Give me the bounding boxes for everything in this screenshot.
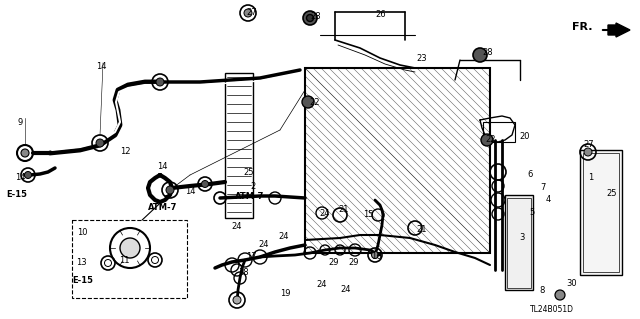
Text: 14: 14	[157, 162, 168, 171]
Text: ATM-7: ATM-7	[148, 203, 177, 212]
Text: 12: 12	[120, 147, 131, 156]
Text: 5: 5	[529, 208, 534, 217]
Bar	[583, 153, 619, 272]
Circle shape	[555, 290, 565, 300]
Text: 27: 27	[583, 140, 594, 149]
Text: E-15: E-15	[6, 190, 27, 199]
Text: 23: 23	[416, 54, 427, 63]
Text: 14: 14	[185, 187, 195, 196]
FancyArrow shape	[608, 23, 630, 37]
Text: 9: 9	[18, 118, 23, 127]
Text: 24: 24	[316, 280, 326, 289]
Text: 24: 24	[319, 209, 330, 218]
Text: 27: 27	[246, 8, 257, 17]
Text: 14: 14	[15, 173, 26, 182]
Text: 21: 21	[416, 225, 426, 234]
Bar	[483, 122, 515, 142]
Text: 13: 13	[76, 258, 86, 267]
Text: 11: 11	[119, 256, 129, 265]
Circle shape	[21, 149, 29, 157]
Text: 14: 14	[96, 62, 106, 71]
Bar	[72, 220, 187, 298]
Text: 2: 2	[250, 182, 255, 191]
Text: 19: 19	[280, 289, 291, 298]
Text: ATM-7: ATM-7	[235, 192, 264, 201]
Text: 10: 10	[77, 228, 88, 237]
Text: 25: 25	[243, 168, 253, 177]
Text: 24: 24	[258, 240, 269, 249]
Circle shape	[156, 78, 164, 86]
Text: 22: 22	[485, 135, 495, 144]
Circle shape	[96, 139, 104, 147]
Bar	[580, 150, 622, 275]
Text: 30: 30	[566, 279, 577, 288]
Text: TL24B051D: TL24B051D	[530, 305, 574, 314]
Circle shape	[584, 148, 592, 156]
Text: 29: 29	[348, 258, 358, 267]
Text: 21: 21	[338, 205, 349, 214]
Text: 18: 18	[238, 268, 248, 277]
Circle shape	[244, 9, 252, 17]
Circle shape	[303, 11, 317, 25]
Text: 24: 24	[231, 222, 241, 231]
Circle shape	[24, 172, 31, 179]
Text: 29: 29	[328, 258, 339, 267]
Circle shape	[202, 181, 209, 188]
Circle shape	[120, 238, 140, 258]
Circle shape	[302, 96, 314, 108]
Text: 26: 26	[375, 10, 386, 19]
Circle shape	[473, 48, 487, 62]
Bar	[305, 68, 490, 253]
Text: 7: 7	[540, 183, 545, 192]
Bar	[505, 195, 533, 290]
Circle shape	[307, 14, 314, 21]
Bar	[225, 73, 253, 218]
Circle shape	[371, 251, 378, 258]
Text: FR.: FR.	[572, 22, 593, 32]
Text: 22: 22	[309, 98, 319, 107]
Text: 25: 25	[606, 189, 616, 198]
Text: E-15: E-15	[72, 276, 93, 285]
Text: 28: 28	[482, 48, 493, 57]
Circle shape	[166, 186, 174, 194]
Circle shape	[481, 134, 493, 146]
Circle shape	[233, 296, 241, 304]
Text: 24: 24	[340, 285, 351, 294]
Text: 24: 24	[278, 232, 289, 241]
Text: 8: 8	[539, 286, 545, 295]
Text: 3: 3	[519, 233, 524, 242]
Text: 17: 17	[246, 252, 257, 261]
Bar	[507, 198, 531, 288]
Text: 15: 15	[363, 210, 374, 219]
Text: 6: 6	[527, 170, 532, 179]
Text: 16: 16	[371, 252, 381, 261]
Text: 20: 20	[519, 132, 529, 141]
Text: 28: 28	[310, 12, 321, 21]
Text: 1: 1	[588, 173, 593, 182]
Text: 4: 4	[546, 195, 551, 204]
